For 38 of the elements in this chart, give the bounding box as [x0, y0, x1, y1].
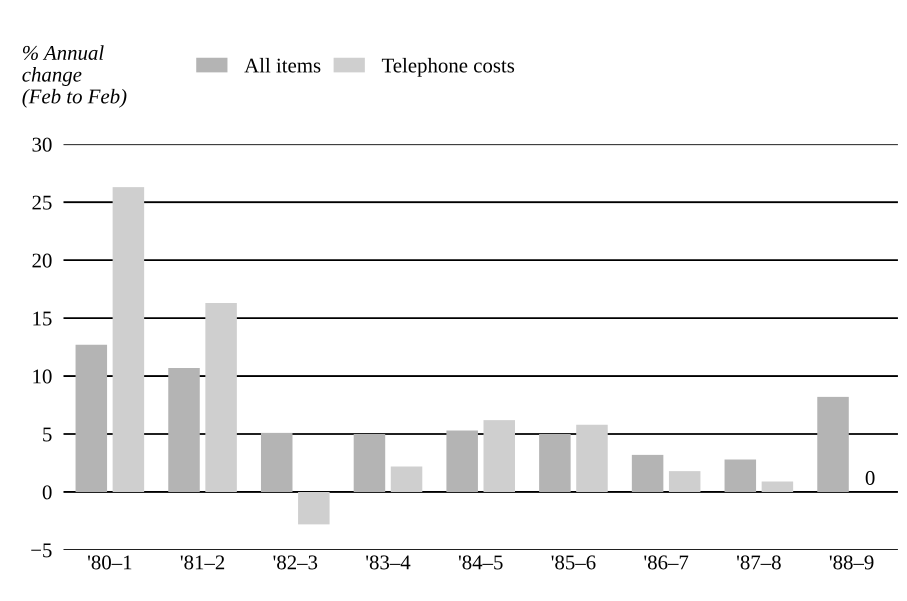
- bar: [762, 482, 794, 492]
- y-tick-label: 30: [32, 138, 52, 152]
- bar: [168, 368, 200, 492]
- x-tick-label: '87–8: [737, 555, 781, 570]
- y-tick-label: 10: [33, 369, 52, 384]
- bar: [354, 434, 386, 492]
- bar: [205, 303, 237, 492]
- bar: [539, 434, 571, 492]
- y-tick-label: 20: [32, 254, 52, 268]
- bar: [817, 396, 849, 492]
- legend-label: Telephone costs: [382, 58, 514, 77]
- x-tick-label: '88–9: [830, 555, 874, 570]
- bar: [446, 430, 478, 492]
- y-tick-label: 25: [32, 196, 52, 210]
- y-axis-title: % Annual change (Feb to Feb): [22, 45, 126, 108]
- x-tick-label: '82–3: [273, 555, 318, 570]
- bar: [390, 466, 422, 492]
- legend-label: All items: [244, 58, 320, 73]
- bar: [632, 454, 664, 492]
- bar: [112, 187, 144, 492]
- bar: [298, 492, 330, 524]
- y-tick-label: −5: [31, 544, 52, 558]
- x-tick-label: '83–4: [366, 555, 410, 570]
- bar: [76, 344, 108, 492]
- data-label: 0: [866, 470, 875, 485]
- bar: [483, 420, 516, 492]
- bar: [260, 432, 292, 492]
- x-tick-label: '80–1: [88, 555, 132, 570]
- x-tick-label: '86–7: [644, 555, 688, 570]
- x-tick-label: '84–5: [458, 555, 503, 570]
- y-tick-label: 5: [43, 428, 52, 442]
- bar: [724, 460, 756, 492]
- x-tick-label: '81–2: [180, 555, 224, 570]
- bar: [576, 424, 608, 492]
- y-tick-label: 15: [33, 312, 52, 326]
- y-tick-label: 0: [42, 485, 52, 500]
- bar: [668, 471, 700, 492]
- x-tick-label: '85–6: [552, 555, 596, 570]
